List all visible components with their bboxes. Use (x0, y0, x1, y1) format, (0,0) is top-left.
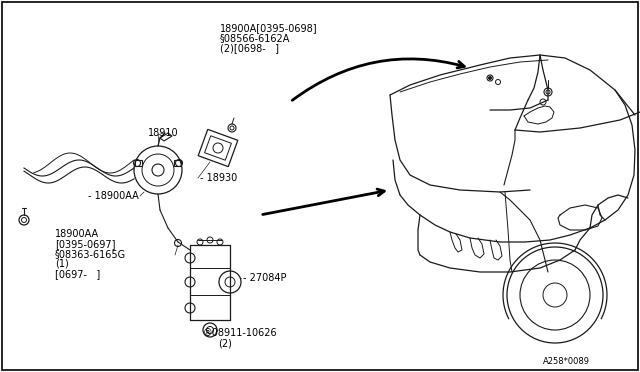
Text: - 18930: - 18930 (200, 173, 237, 183)
Text: 18910: 18910 (148, 128, 179, 138)
Text: §08363-6165G: §08363-6165G (55, 249, 126, 259)
Text: [0697-   ]: [0697- ] (55, 269, 100, 279)
Text: §08566-6162A: §08566-6162A (220, 33, 291, 43)
Circle shape (488, 77, 492, 80)
Text: - 18900AA: - 18900AA (88, 191, 139, 201)
Text: [0395-0697]: [0395-0697] (55, 239, 115, 249)
Text: (1): (1) (55, 259, 68, 269)
Text: 18900AA: 18900AA (55, 229, 99, 239)
Text: (2)[0698-   ]: (2)[0698- ] (220, 43, 279, 53)
Text: (2): (2) (218, 338, 232, 348)
Text: ®08911-10626: ®08911-10626 (203, 328, 278, 338)
Text: 18900A[0395-0698]: 18900A[0395-0698] (220, 23, 317, 33)
Text: A258*0089: A258*0089 (543, 357, 590, 366)
Text: - 27084P: - 27084P (243, 273, 287, 283)
